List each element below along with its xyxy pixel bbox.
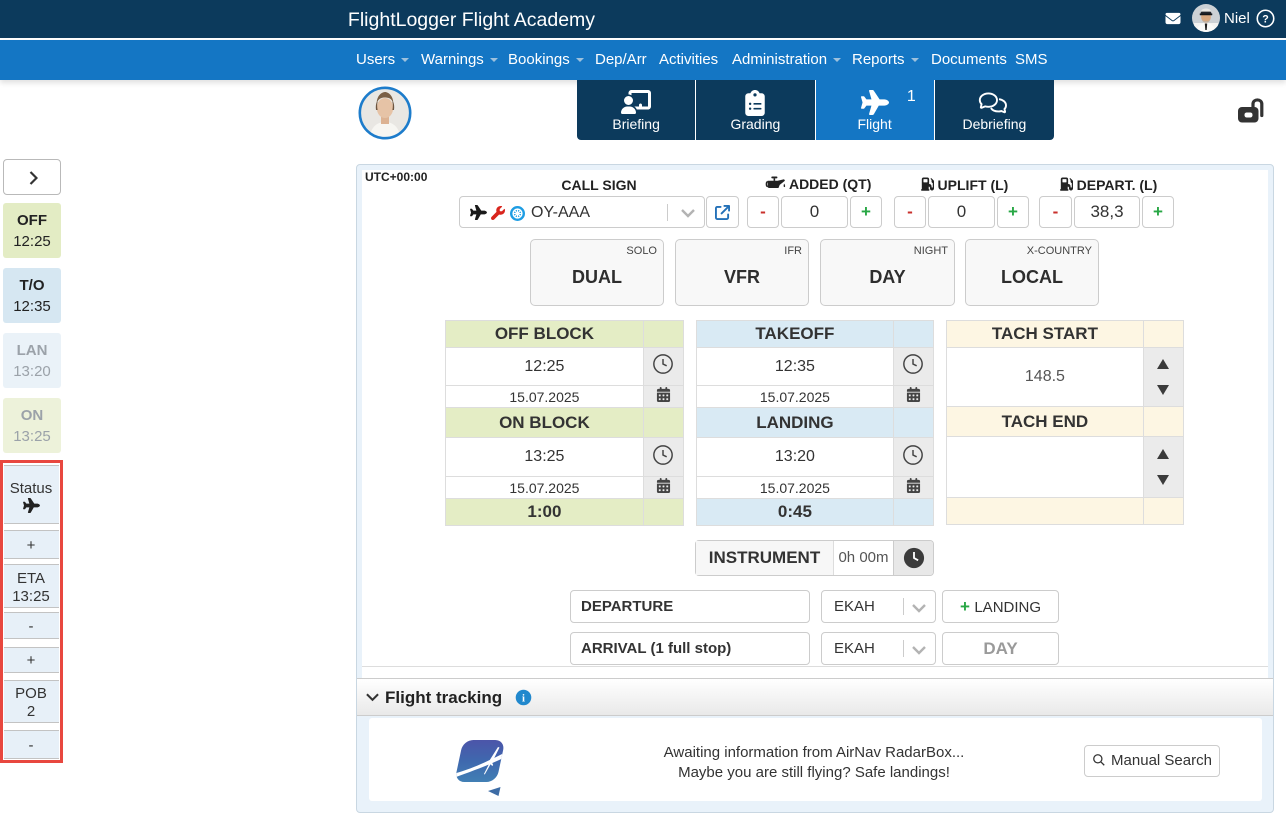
svg-text:?: ? bbox=[1262, 13, 1269, 25]
svg-text:i: i bbox=[522, 693, 525, 704]
